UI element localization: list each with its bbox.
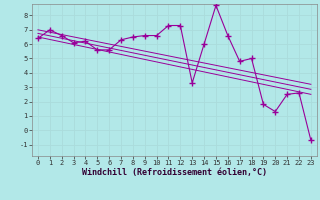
X-axis label: Windchill (Refroidissement éolien,°C): Windchill (Refroidissement éolien,°C)	[82, 168, 267, 177]
